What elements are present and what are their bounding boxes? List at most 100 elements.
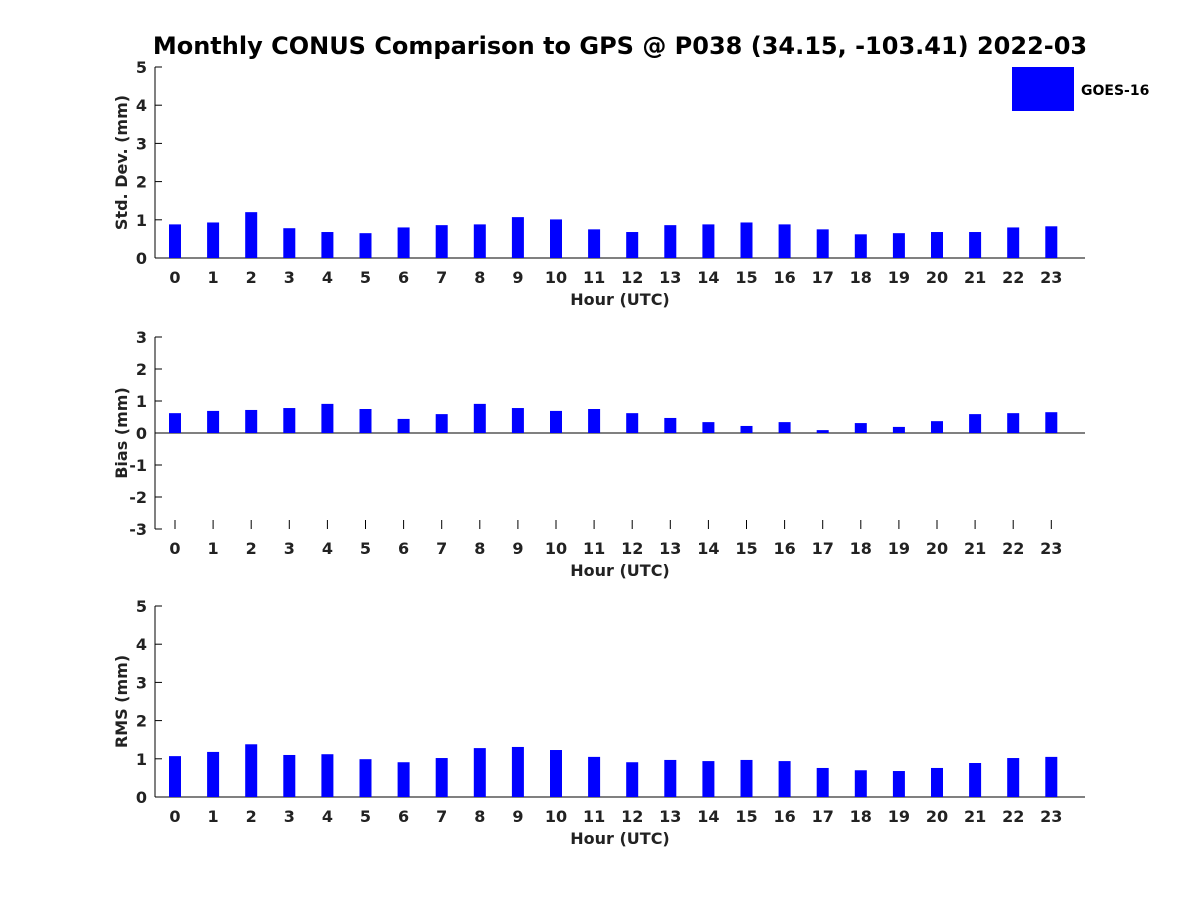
y-tick-label: 3: [136, 134, 147, 153]
x-tick-label: 7: [436, 539, 447, 558]
x-tick-label: 4: [322, 807, 333, 826]
x-tick-label: 17: [812, 539, 834, 558]
y-axis-label: Bias (mm): [112, 387, 131, 479]
bar-hour-10: [550, 750, 562, 797]
x-tick-label: 18: [850, 539, 872, 558]
x-tick-label: 8: [474, 539, 485, 558]
x-tick-label: 14: [697, 807, 719, 826]
bar-hour-0: [169, 224, 181, 258]
x-tick-label: 21: [964, 539, 986, 558]
bar-hour-20: [931, 421, 943, 433]
y-tick-label: 1: [136, 211, 147, 230]
y-tick-label: -2: [129, 488, 147, 507]
y-tick-label: 2: [136, 173, 147, 192]
x-tick-label: 0: [169, 807, 180, 826]
x-tick-label: 1: [208, 539, 219, 558]
x-tick-label: 15: [735, 807, 757, 826]
bar-hour-12: [626, 413, 639, 433]
x-tick-label: 0: [169, 268, 180, 287]
bar-hour-16: [778, 422, 791, 433]
x-tick-label: 6: [398, 268, 409, 287]
bar-hour-22: [1007, 227, 1020, 258]
bar-hour-8: [473, 224, 486, 258]
bar-hour-5: [359, 233, 372, 258]
x-tick-label: 17: [812, 268, 834, 287]
y-tick-label: -1: [129, 456, 147, 475]
x-tick-label: 21: [964, 268, 986, 287]
x-tick-label: 17: [812, 807, 834, 826]
x-tick-label: 23: [1040, 539, 1062, 558]
bar-hour-16: [778, 761, 791, 797]
y-tick-label: 1: [136, 750, 147, 769]
x-tick-label: 16: [773, 539, 795, 558]
y-tick-label: 0: [136, 424, 147, 443]
x-tick-label: 20: [926, 807, 948, 826]
x-tick-label: 2: [246, 807, 257, 826]
y-tick-label: 5: [136, 58, 147, 77]
bar-hour-21: [969, 414, 982, 433]
x-axis-label: Hour (UTC): [570, 829, 670, 848]
bar-hour-13: [664, 759, 677, 797]
chart-title: Monthly CONUS Comparison to GPS @ P038 (…: [153, 32, 1087, 60]
legend-swatch: [1012, 67, 1074, 111]
x-tick-label: 14: [697, 539, 719, 558]
bar-hour-3: [283, 408, 296, 433]
x-tick-label: 15: [735, 539, 757, 558]
y-tick-label: 0: [136, 788, 147, 807]
x-tick-label: 20: [926, 268, 948, 287]
bar-hour-19: [892, 233, 905, 258]
bar-hour-7: [435, 414, 448, 433]
y-axis-label: Std. Dev. (mm): [112, 95, 131, 230]
x-tick-label: 2: [246, 539, 257, 558]
bar-hour-13: [664, 225, 677, 258]
x-tick-label: 19: [888, 539, 910, 558]
x-tick-label: 23: [1040, 268, 1062, 287]
x-tick-label: 0: [169, 539, 180, 558]
bar-hour-16: [778, 224, 791, 258]
x-tick-label: 21: [964, 807, 986, 826]
x-tick-label: 4: [322, 539, 333, 558]
x-tick-label: 19: [888, 807, 910, 826]
x-tick-label: 8: [474, 268, 485, 287]
y-axis-label: RMS (mm): [112, 655, 131, 748]
bar-hour-4: [321, 754, 334, 797]
bar-hour-18: [854, 423, 867, 433]
bar-hour-6: [397, 227, 410, 258]
legend-label: GOES-16: [1081, 83, 1149, 99]
x-tick-label: 12: [621, 539, 643, 558]
x-tick-label: 23: [1040, 807, 1062, 826]
bar-hour-14: [702, 224, 715, 258]
x-tick-label: 7: [436, 807, 447, 826]
x-tick-label: 3: [284, 539, 295, 558]
bar-hour-0: [169, 413, 181, 433]
bar-hour-11: [588, 756, 601, 797]
y-tick-label: -3: [129, 520, 147, 539]
x-tick-label: 16: [773, 268, 795, 287]
x-tick-label: 22: [1002, 807, 1024, 826]
x-tick-label: 6: [398, 807, 409, 826]
x-tick-label: 22: [1002, 539, 1024, 558]
x-tick-label: 1: [208, 807, 219, 826]
bar-hour-21: [969, 763, 982, 797]
x-tick-label: 4: [322, 268, 333, 287]
bar-hour-9: [511, 746, 524, 797]
x-tick-label: 10: [545, 807, 567, 826]
bar-hour-3: [283, 754, 296, 797]
bar-hour-7: [435, 758, 448, 797]
x-tick-label: 13: [659, 268, 681, 287]
x-axis-label: Hour (UTC): [570, 561, 670, 580]
x-tick-label: 5: [360, 807, 371, 826]
x-tick-label: 13: [659, 807, 681, 826]
bar-hour-5: [359, 409, 372, 433]
x-tick-label: 7: [436, 268, 447, 287]
bar-hour-2: [245, 212, 258, 258]
bar-hour-1: [207, 222, 220, 258]
bar-hour-14: [702, 761, 715, 797]
legend: GOES-16: [1012, 67, 1149, 111]
x-tick-label: 10: [545, 539, 567, 558]
bar-hour-2: [245, 409, 258, 433]
bar-hour-8: [473, 403, 486, 433]
bar-hour-18: [854, 770, 867, 797]
